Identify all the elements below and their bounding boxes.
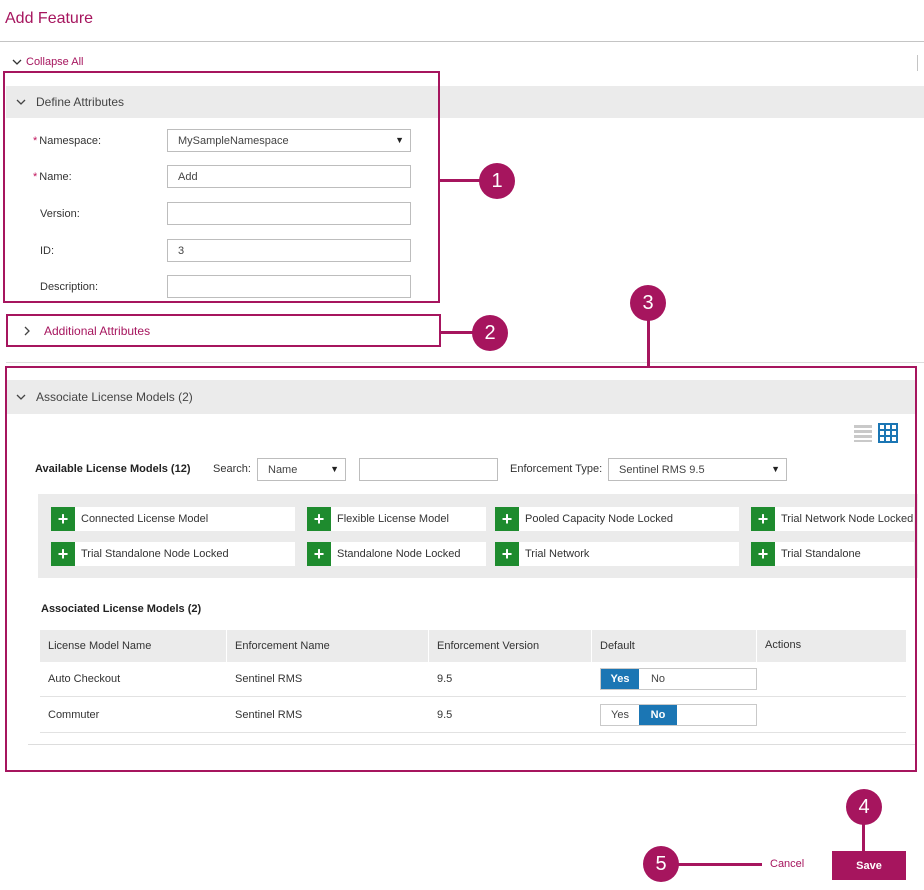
license-model-chip[interactable]: + Trial Standalone Node Locked [51, 542, 295, 566]
enforcement-version: 9.5 [437, 709, 453, 721]
plus-icon: + [307, 542, 331, 566]
list-view-icon[interactable] [853, 423, 873, 443]
column-header[interactable]: Actions [765, 639, 802, 651]
default-toggle[interactable]: Yes No [600, 704, 757, 726]
enforcement-name: Sentinel RMS [235, 709, 303, 721]
plus-icon: + [307, 507, 331, 531]
license-model-name: Auto Checkout [48, 673, 121, 685]
define-attributes-title: Define Attributes [36, 95, 125, 109]
callout-connector-1 [440, 179, 480, 182]
search-by-select[interactable]: Name ▼ [257, 458, 346, 481]
plus-icon: + [51, 542, 75, 566]
title-divider [0, 41, 924, 42]
dropdown-caret-icon: ▼ [395, 135, 404, 145]
table-row: Auto Checkout Sentinel RMS 9.5 Yes No [40, 662, 906, 697]
default-toggle[interactable]: Yes No [600, 668, 757, 690]
toggle-no[interactable]: No [639, 705, 677, 725]
search-label: Search: [213, 463, 251, 475]
default-cell: Yes No [592, 704, 757, 726]
default-cell: Yes No [592, 668, 757, 690]
available-models-label: Available License Models (12) [35, 463, 191, 475]
additional-attributes-header[interactable]: Additional Attributes [10, 316, 438, 345]
callout-box-1 [3, 71, 440, 303]
associate-license-models-title: Associate License Models (2) [36, 390, 193, 404]
chevron-down-icon [12, 57, 22, 67]
description-label: Description: [40, 281, 99, 293]
callout-number: 2 [472, 315, 508, 351]
callout-number: 3 [630, 285, 666, 321]
callout-connector-3 [647, 318, 650, 366]
column-header[interactable]: Enforcement Version [429, 630, 592, 662]
associate-license-models-header[interactable]: Associate License Models (2) [6, 380, 916, 414]
callout-box-2 [6, 314, 441, 347]
table-row: Commuter Sentinel RMS 9.5 Yes No [40, 698, 906, 733]
enforcement-version: 9.5 [437, 673, 453, 685]
column-header[interactable]: License Model Name [40, 630, 227, 662]
callout-connector-4 [862, 822, 865, 852]
id-field[interactable]: 3 [167, 239, 411, 262]
toggle-no[interactable]: No [639, 669, 677, 689]
chevron-down-icon [16, 97, 26, 107]
dropdown-caret-icon: ▼ [771, 464, 780, 474]
save-button[interactable]: Save [832, 851, 906, 880]
plus-icon: + [51, 507, 75, 531]
enforcement-type-label: Enforcement Type: [510, 463, 603, 475]
toggle-yes[interactable]: Yes [601, 669, 639, 689]
license-model-chip[interactable]: + Trial Network [495, 542, 739, 566]
plus-icon: + [495, 507, 519, 531]
license-model-chip[interactable]: + Connected License Model [51, 507, 295, 531]
chevron-down-icon [16, 392, 26, 402]
cancel-button[interactable]: Cancel [770, 858, 805, 870]
plus-icon: + [751, 507, 775, 531]
license-model-name: Commuter [48, 709, 100, 721]
table-header: License Model Name Enforcement Name Enfo… [40, 630, 906, 662]
collapse-all-link[interactable]: Collapse All [12, 56, 83, 68]
callout-connector-2 [441, 331, 475, 334]
column-header[interactable]: Default [592, 630, 757, 662]
license-model-chip[interactable]: + Standalone Node Locked [307, 542, 486, 566]
search-input[interactable] [359, 458, 498, 481]
license-model-chip[interactable]: + Pooled Capacity Node Locked [495, 507, 739, 531]
callout-box-3 [5, 366, 917, 772]
enforcement-name: Sentinel RMS [235, 673, 303, 685]
license-model-chip[interactable]: + Trial Network Node Locked [751, 507, 914, 531]
namespace-label: * Namespace: [33, 135, 102, 147]
collapse-all-label: Collapse All [26, 56, 84, 68]
grid-view-icon[interactable] [878, 423, 898, 443]
table-bottom-divider [28, 744, 916, 745]
associated-models-label: Associated License Models (2) [41, 603, 202, 615]
page-title: Add Feature [5, 10, 94, 27]
callout-connector-5 [676, 863, 762, 866]
description-field[interactable] [167, 275, 411, 298]
column-header[interactable]: Enforcement Name [227, 630, 429, 662]
additional-attributes-title: Additional Attributes [44, 323, 151, 338]
right-divider [917, 55, 918, 71]
enforcement-type-select[interactable]: Sentinel RMS 9.5 ▼ [608, 458, 787, 481]
version-field[interactable] [167, 202, 411, 225]
name-field[interactable]: Add [167, 165, 411, 188]
plus-icon: + [495, 542, 519, 566]
name-label: * Name: [33, 171, 72, 183]
license-model-chip[interactable]: + Flexible License Model [307, 507, 486, 531]
namespace-select[interactable]: MySampleNamespace ▼ [167, 129, 411, 152]
plus-icon: + [751, 542, 775, 566]
dropdown-caret-icon: ▼ [330, 464, 339, 474]
license-model-chip[interactable]: + Trial Standalone [751, 542, 914, 566]
callout-number: 1 [479, 163, 515, 199]
define-attributes-header[interactable]: Define Attributes [6, 86, 924, 118]
toggle-yes[interactable]: Yes [601, 705, 639, 725]
chevron-right-icon [22, 326, 32, 336]
callout-number: 5 [643, 846, 679, 882]
callout-number: 4 [846, 789, 882, 825]
section-divider [6, 362, 924, 363]
version-label: Version: [40, 208, 80, 220]
id-label: ID: [40, 245, 55, 257]
